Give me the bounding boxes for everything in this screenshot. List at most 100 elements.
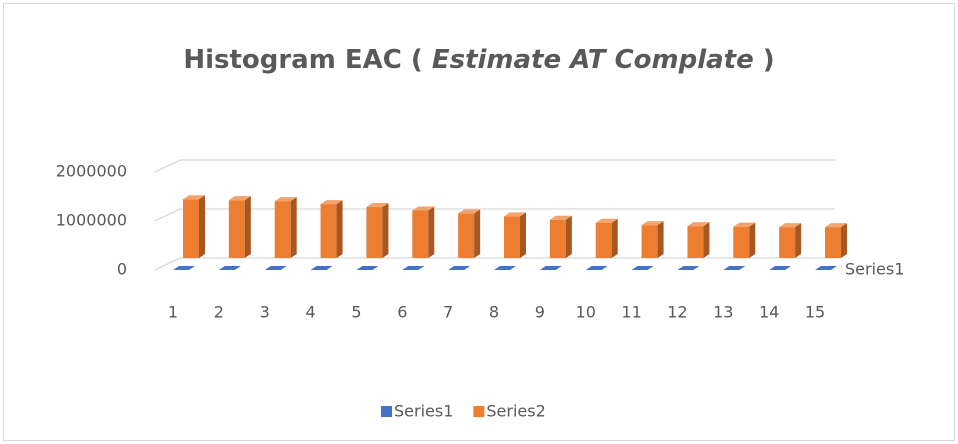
- bar-front: [412, 210, 429, 258]
- bar-side: [611, 218, 618, 258]
- bar: [274, 197, 297, 258]
- bar: [183, 195, 205, 258]
- bar: [402, 266, 425, 270]
- bar: [539, 266, 562, 270]
- bar-top: [448, 266, 471, 270]
- bar: [631, 266, 654, 270]
- bar: [595, 218, 618, 258]
- y-tick-label: 1000000: [56, 211, 127, 230]
- bar-side: [382, 203, 389, 258]
- bar-front: [595, 222, 612, 258]
- x-tick-label: 11: [621, 303, 641, 322]
- x-tick-label: 6: [397, 303, 407, 322]
- bar-top: [733, 222, 756, 227]
- bar-top: [320, 200, 343, 205]
- bar: [687, 222, 710, 258]
- bar-top: [274, 197, 297, 202]
- legend-label: Series1: [394, 402, 453, 421]
- grid-line: [154, 159, 835, 173]
- bar-top: [228, 196, 251, 201]
- y-tick-label: 2000000: [56, 162, 127, 181]
- bar-top: [402, 266, 425, 270]
- bar: [733, 222, 756, 258]
- bar: [218, 266, 241, 270]
- bar-front: [687, 226, 704, 258]
- x-tick-label: 4: [305, 303, 315, 322]
- bar: [723, 266, 746, 270]
- x-tick-label: 2: [214, 303, 224, 322]
- bar: [228, 196, 251, 258]
- x-tick-label: 14: [759, 303, 779, 322]
- bar-side: [474, 209, 481, 258]
- bar-top: [677, 266, 700, 270]
- bar-side: [336, 200, 343, 258]
- bar-top: [815, 266, 837, 270]
- x-tick-label: 13: [713, 303, 733, 322]
- title-part: Histogram EAC (: [183, 45, 432, 75]
- bar-side: [565, 215, 572, 258]
- bar-side: [657, 221, 664, 258]
- chart-title: Histogram EAC ( Estimate AT Complate ): [183, 45, 774, 75]
- y-tick-label: 0: [117, 260, 127, 279]
- depth-tick-label: Series1: [845, 260, 904, 279]
- title-part: Estimate AT Complate: [432, 45, 754, 75]
- bar-top: [779, 223, 802, 228]
- bar-top: [549, 215, 572, 220]
- bar: [458, 209, 481, 258]
- bar-top: [595, 218, 618, 223]
- bar-front: [274, 201, 291, 258]
- bar: [815, 266, 837, 270]
- bar-top: [641, 221, 664, 226]
- bar: [504, 212, 526, 258]
- bar: [641, 221, 664, 258]
- bar-side: [703, 222, 710, 258]
- x-tick-label: 5: [351, 303, 361, 322]
- legend-swatch: [381, 406, 392, 417]
- bar-front: [228, 200, 245, 258]
- bar: [448, 266, 471, 270]
- bar: [356, 266, 379, 270]
- grid-line: [154, 208, 835, 222]
- bar-front: [458, 213, 475, 258]
- bar-front: [320, 204, 337, 258]
- bar-side: [199, 195, 205, 258]
- x-tick-label: 9: [535, 303, 545, 322]
- grid-line: [154, 257, 835, 271]
- bar-top: [539, 266, 562, 270]
- bar-top: [769, 266, 792, 270]
- x-tick-label: 3: [260, 303, 270, 322]
- legend-label: Series2: [486, 402, 545, 421]
- bar: [494, 266, 516, 270]
- x-tick-label: 12: [667, 303, 687, 322]
- bar: [366, 203, 389, 258]
- bar-top: [310, 266, 333, 270]
- bar-top: [412, 206, 435, 211]
- legend-swatch: [473, 406, 485, 417]
- x-tick-label: 7: [443, 303, 453, 322]
- x-tick-label: 10: [576, 303, 596, 322]
- bar: [264, 266, 287, 270]
- bar-front: [183, 199, 199, 258]
- bar-side: [795, 223, 802, 258]
- bar-top: [631, 266, 654, 270]
- bar: [677, 266, 700, 270]
- bar-side: [520, 212, 526, 258]
- bar-front: [825, 227, 841, 258]
- bar-front: [641, 225, 658, 258]
- bar-top: [585, 266, 608, 270]
- bar: [412, 206, 435, 258]
- bar-top: [264, 266, 287, 270]
- x-tick-label: 1: [168, 303, 178, 322]
- bar: [320, 200, 343, 258]
- bar: [825, 223, 847, 258]
- bar-top: [183, 195, 205, 200]
- x-tick-label: 8: [489, 303, 499, 322]
- bar: [769, 266, 792, 270]
- bar-side: [244, 196, 251, 258]
- x-tick-label: 15: [805, 303, 825, 322]
- bar-top: [494, 266, 516, 270]
- bar-top: [173, 266, 195, 270]
- bar-top: [687, 222, 710, 227]
- title-part: ): [754, 45, 775, 75]
